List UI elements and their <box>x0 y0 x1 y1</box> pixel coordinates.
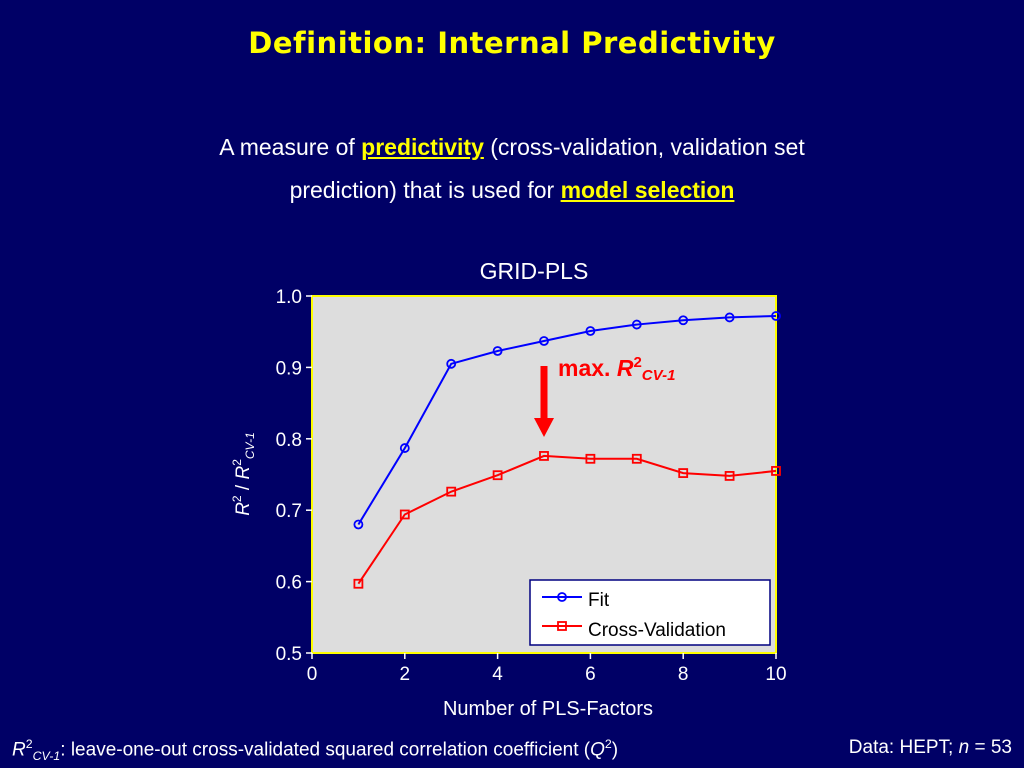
y-tick-label: 0.5 <box>276 644 302 665</box>
series-line-fit <box>357 314 777 525</box>
legend-box <box>529 579 771 646</box>
footnote-r: R <box>12 739 26 761</box>
point-cross-validation <box>446 486 457 497</box>
footnote-r-sub: CV-1 <box>32 749 61 764</box>
point-fit <box>678 315 689 326</box>
arrow-head <box>534 418 554 437</box>
data-source-n: n <box>958 737 970 758</box>
intro-line-1: A measure of predictivity (cross-validat… <box>0 126 1024 169</box>
intro-text-1: A measure of <box>219 134 362 160</box>
max-annotation-label: max. R2CV-1 <box>558 354 675 384</box>
chart-title: GRID-PLS <box>480 258 589 284</box>
series-line-cross-validation <box>357 454 777 585</box>
x-axis-label: Number of PLS-Factors <box>443 698 653 720</box>
legend-marker-fit <box>557 592 567 602</box>
point-cross-validation <box>771 466 781 476</box>
footnote-r-sup: 2 <box>25 737 33 751</box>
point-fit <box>492 346 503 356</box>
point-fit <box>353 519 364 530</box>
point-fit <box>631 319 642 330</box>
y-tick-label: 1.0 <box>276 287 302 308</box>
y-axis-label: R2 / R2CV-1 <box>230 432 257 516</box>
point-cross-validation <box>631 453 642 464</box>
x-tick-label: 4 <box>492 664 503 685</box>
point-fit <box>446 358 457 369</box>
point-cross-validation <box>399 509 410 520</box>
footnote-text: : leave-one-out cross-validated squared … <box>60 739 591 761</box>
point-cross-validation <box>724 471 735 481</box>
data-source-label: Data: HEPT; <box>848 737 959 758</box>
highlight-model-selection: model selection <box>560 177 735 203</box>
footnote-q-sup: 2 <box>604 737 612 751</box>
point-cross-validation <box>678 468 689 478</box>
x-tick-label: 2 <box>400 664 411 685</box>
y-tick-label: 0.9 <box>276 358 302 379</box>
x-tick-label: 6 <box>585 664 596 685</box>
highlight-predictivity: predictivity <box>361 134 484 160</box>
intro-text-2: (cross-validation, validation set <box>483 134 805 160</box>
footnote-close: ) <box>611 739 619 761</box>
axes: 0.5 0.6 0.7 0.8 0.9 1.0 0 2 4 6 8 10 <box>276 287 787 685</box>
legend: Fit Cross-Validation <box>529 579 771 646</box>
point-cross-validation <box>585 453 596 464</box>
legend-label-cross-validation: Cross-Validation <box>588 620 726 641</box>
legend-label-fit: Fit <box>588 590 610 611</box>
series-layer <box>353 311 781 589</box>
slide-intro: A measure of predictivity (cross-validat… <box>0 126 1024 212</box>
point-cross-validation <box>353 578 364 589</box>
data-source: Data: HEPT; n = 53 <box>849 737 1012 759</box>
point-cross-validation <box>492 470 503 481</box>
footnote-q: Q <box>590 739 605 761</box>
data-source-eq: = 53 <box>969 737 1012 758</box>
point-fit <box>585 326 596 336</box>
legend-marker-cross-validation <box>557 621 567 631</box>
point-fit <box>399 443 410 453</box>
y-tick-label: 0.6 <box>276 573 302 594</box>
point-fit <box>539 336 549 346</box>
x-tick-label: 0 <box>307 664 318 685</box>
slide-title: Definition: Internal Predictivity <box>248 26 776 60</box>
max-annotation: max. R2CV-1 <box>534 354 675 437</box>
y-tick-label: 0.8 <box>276 430 302 451</box>
x-tick-label: 10 <box>765 664 786 685</box>
intro-text-3: prediction) that is used for <box>289 177 561 203</box>
y-tick-label: 0.7 <box>276 501 302 522</box>
point-fit <box>771 311 781 321</box>
point-cross-validation <box>539 451 549 461</box>
intro-line-2: prediction) that is used for model selec… <box>0 169 1024 212</box>
footnote: R2CV-1: leave-one-out cross-validated sq… <box>12 737 618 763</box>
point-fit <box>724 312 735 323</box>
x-tick-label: 8 <box>678 664 689 685</box>
